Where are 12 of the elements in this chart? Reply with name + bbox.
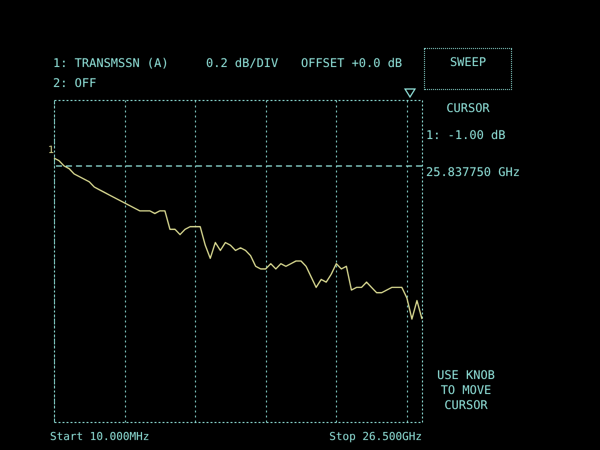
chart-subtitle: 2: OFF [53,76,96,91]
text: SWEEP [424,48,512,90]
text: Stop 26.500GHz [329,429,422,444]
text: CURSOR [445,101,491,116]
chart-title: 1: TRANSMSSN (A) [53,56,169,71]
text: 25.837750 GHz [426,165,520,180]
text: Start 10.000MHz [50,429,150,444]
text: USE KNOB TO MOVE CURSOR [436,368,496,413]
text: 0.2 dB/DIV [206,56,278,71]
text: OFFSET +0.0 dB [301,56,402,71]
text: 1: -1.00 dB [426,128,506,143]
text: 1 [48,145,54,156]
